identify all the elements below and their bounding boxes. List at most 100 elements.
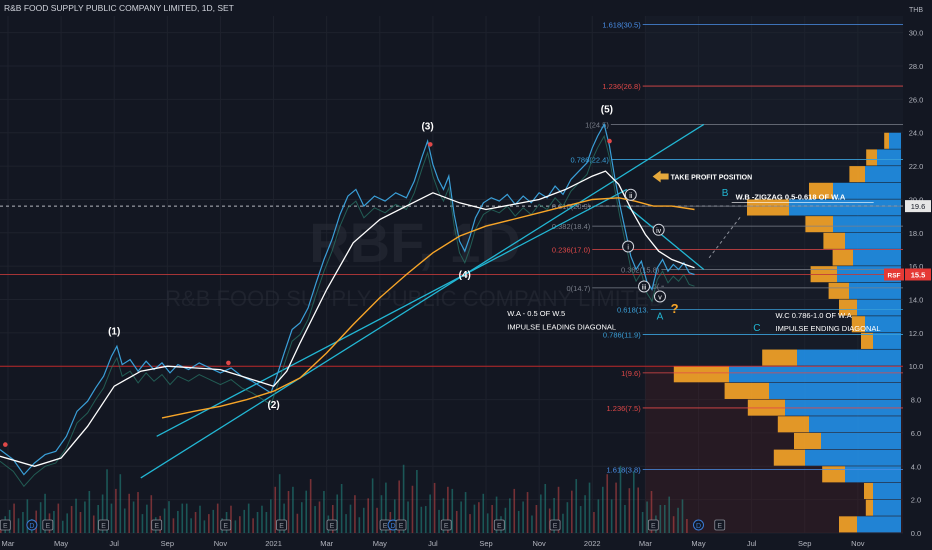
profile-bar-down: [865, 499, 873, 516]
volume-bar: [110, 503, 113, 533]
volume-bar: [208, 514, 210, 533]
question-mark: ?: [671, 301, 679, 316]
series: [0, 122, 695, 488]
fib-label: 1.236(7.5): [607, 404, 642, 413]
profile-bar-up: [873, 482, 901, 500]
volume-bar: [473, 504, 476, 533]
wave-label: (3): [421, 121, 433, 132]
volume-bar: [597, 499, 600, 533]
profile-bar-up: [729, 366, 901, 383]
note-text: W.A - 0.5 OF W.5: [507, 309, 565, 318]
volume-bar: [53, 510, 55, 533]
x-tick-label: Jul: [109, 539, 119, 548]
volume-bar: [119, 474, 122, 533]
earnings-marker: [440, 519, 452, 531]
x-tick-label: Sep: [798, 539, 811, 548]
wave-label: (4): [459, 270, 471, 281]
volume-bar: [256, 512, 259, 533]
profile-bar-up: [833, 216, 901, 233]
earnings-marker: [151, 519, 163, 531]
volume-bar: [247, 503, 250, 533]
profile-bar-up: [845, 232, 901, 249]
volume-bar: [420, 506, 423, 533]
volume-bar: [641, 512, 644, 533]
current-price-badge: [905, 268, 931, 281]
abc-label: B: [722, 188, 729, 199]
volume-bar: [123, 508, 126, 533]
earnings-marker: [98, 519, 109, 531]
y-tick-label: 6.0: [911, 429, 921, 438]
wave-circle: [653, 290, 666, 303]
y-tick-label: 16.0: [909, 262, 924, 271]
profile-bar-up: [857, 299, 901, 316]
earnings-label: E: [101, 523, 106, 530]
wave-circle: [638, 280, 651, 293]
profile-bar-down: [747, 199, 789, 216]
earnings-label: E: [553, 523, 558, 530]
x-tick-label: Nov: [214, 539, 228, 548]
volume-bar: [309, 479, 312, 533]
profile-bar-down: [773, 449, 805, 466]
earnings-marker: [42, 519, 54, 531]
earnings-label: E: [330, 523, 335, 530]
profile-bar-down: [861, 332, 873, 349]
dividend-marker: [26, 519, 38, 531]
earnings-marker: [220, 519, 232, 531]
trendline: [626, 205, 705, 270]
volume-bar: [331, 505, 334, 533]
volume-bar: [593, 512, 595, 533]
wave-circle: [624, 188, 637, 201]
y-tick-label: 10.0: [909, 362, 924, 371]
take-profit-arrow: [652, 170, 669, 183]
volume-bar: [482, 493, 485, 533]
volume-bar: [216, 503, 219, 533]
y-tick-label: 26.0: [909, 95, 924, 104]
volume-bar: [287, 491, 290, 533]
volume-bar: [553, 498, 555, 533]
volume-bar: [571, 490, 573, 533]
volume-bar: [624, 505, 626, 533]
volume-bar: [540, 494, 542, 533]
volume-bar: [504, 507, 507, 533]
volume-bar: [283, 503, 285, 533]
x-tick-label: Mar: [639, 539, 652, 548]
volume-bar: [429, 494, 431, 533]
volume-bar: [252, 518, 254, 533]
x-tick-label: May: [54, 539, 68, 548]
profile-bar-down: [864, 482, 873, 500]
volume-bar: [203, 520, 206, 533]
volume-bar: [137, 492, 139, 533]
volume-bar: [491, 505, 493, 533]
fib-label: 1(9.6): [621, 369, 641, 378]
profile-bar-down: [828, 282, 849, 299]
volume-bar: [61, 520, 64, 533]
volume-bar: [606, 474, 609, 533]
volume-bar: [402, 464, 405, 533]
fib-label: 1.618(30.5): [602, 20, 641, 29]
volume-bar: [531, 515, 533, 533]
earnings-marker: [395, 519, 407, 531]
wave-label: (1): [108, 327, 120, 338]
volume-bar: [239, 516, 241, 533]
wave-label: (5): [601, 105, 613, 116]
profile-bar-down: [866, 149, 877, 166]
volume-bar: [681, 499, 684, 533]
volume-bar: [407, 501, 409, 533]
fib-label: 1.236(26.8): [602, 82, 641, 91]
volume-bar: [318, 501, 321, 533]
volume-bar: [270, 499, 272, 533]
profile-bar-up: [889, 132, 901, 149]
volume-bar: [464, 492, 467, 533]
profile-bar-down: [724, 382, 769, 399]
profile-bar-down: [794, 432, 821, 450]
volume-bar: [411, 485, 414, 533]
volume-bar: [548, 508, 551, 533]
volume-bar: [150, 495, 153, 533]
volume-bar: [663, 505, 666, 533]
y-tick-label: 24.0: [909, 129, 924, 138]
volume-bar: [579, 506, 582, 533]
profile-bar-down: [839, 516, 857, 533]
volume-bar: [566, 502, 569, 533]
